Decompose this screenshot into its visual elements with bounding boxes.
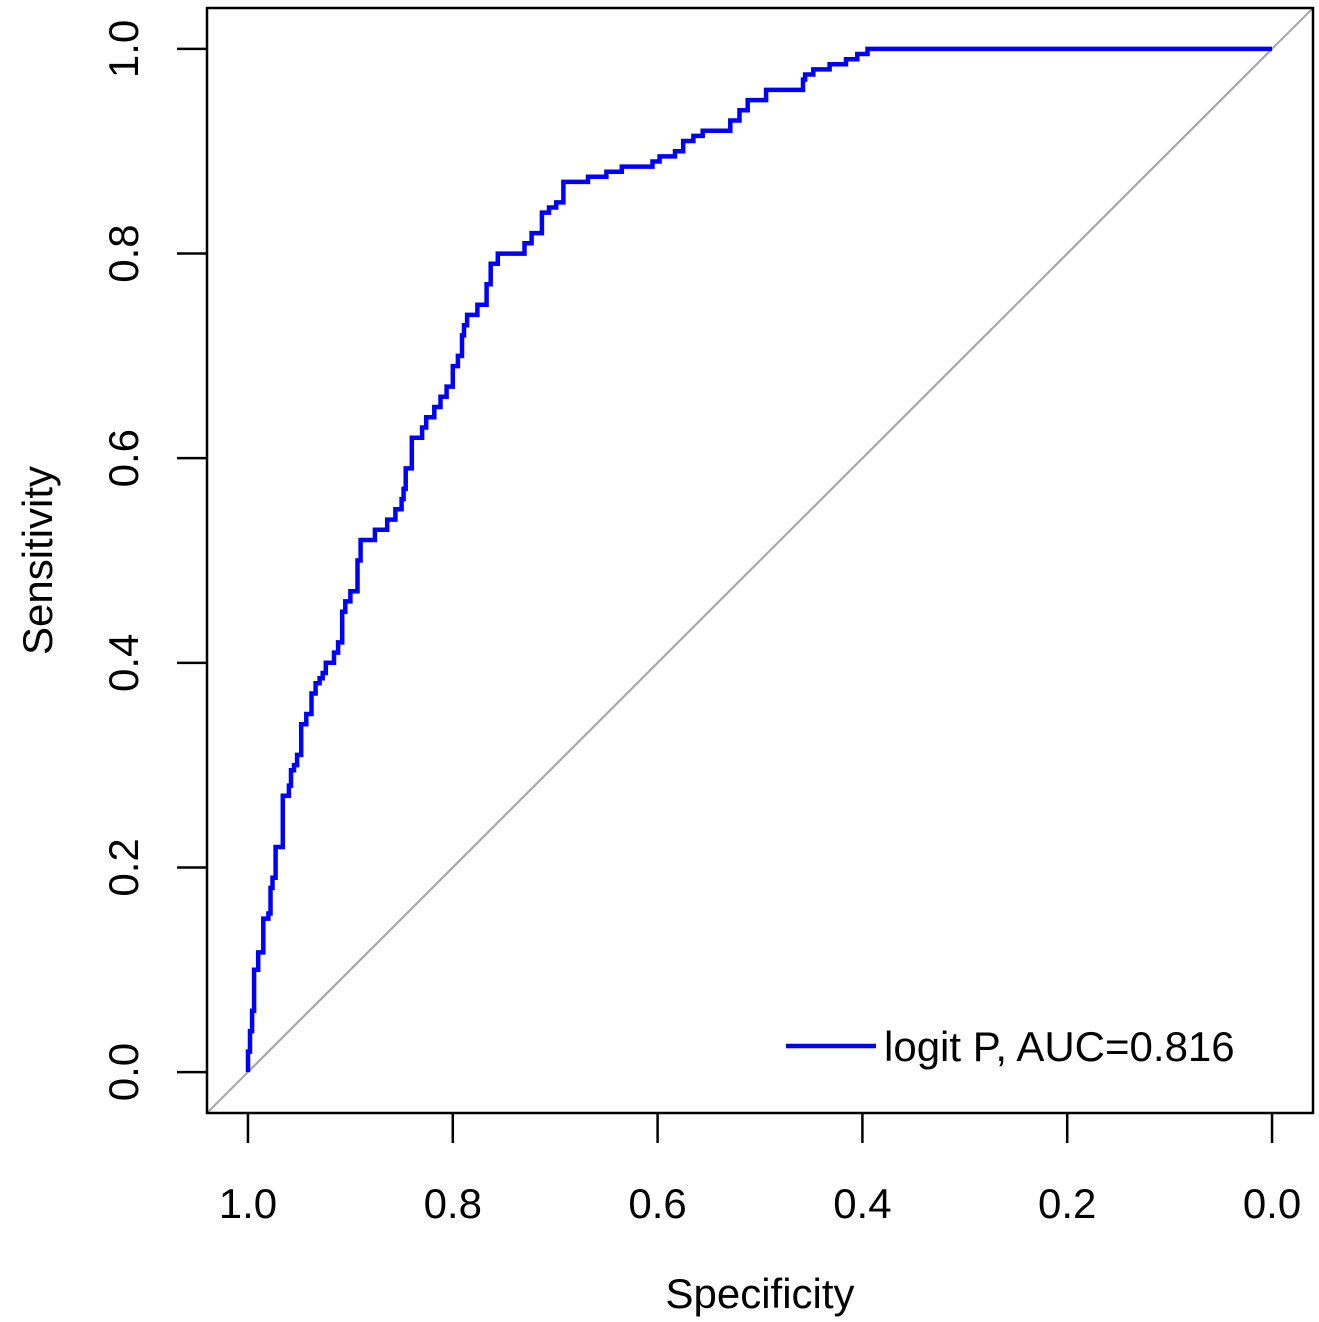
y-tick-label: 1.0	[100, 20, 147, 78]
x-tick-label: 0.6	[628, 1180, 686, 1227]
y-tick-label: 0.0	[100, 1043, 147, 1101]
y-tick-label: 0.4	[100, 634, 147, 692]
x-tick-label: 0.8	[424, 1180, 482, 1227]
x-axis-title: Specificity	[665, 1270, 854, 1317]
roc-curve-line	[245, 46, 1272, 1073]
x-tick-label: 0.2	[1038, 1180, 1096, 1227]
legend: logit P, AUC=0.816	[786, 1023, 1235, 1070]
x-tick-label: 0.0	[1243, 1180, 1301, 1227]
reference-diagonal-extension	[206, 7, 1314, 1114]
y-axis-title: Sensitivity	[14, 466, 61, 655]
legend-label: logit P, AUC=0.816	[884, 1023, 1235, 1070]
axes: 1.0 0.8 0.6 0.4 0.2 0.0 0.0 0.2 0.4 0.6 0.8 1.0	[100, 6, 1315, 1227]
x-tick-label: 0.4	[833, 1180, 891, 1227]
y-tick-label: 0.8	[100, 224, 147, 282]
plot-area	[206, 7, 1314, 1114]
y-tick-label: 0.2	[100, 838, 147, 896]
x-tick-label: 1.0	[219, 1180, 277, 1227]
plot-frame	[205, 6, 1315, 1115]
y-tick-label: 0.6	[100, 429, 147, 487]
